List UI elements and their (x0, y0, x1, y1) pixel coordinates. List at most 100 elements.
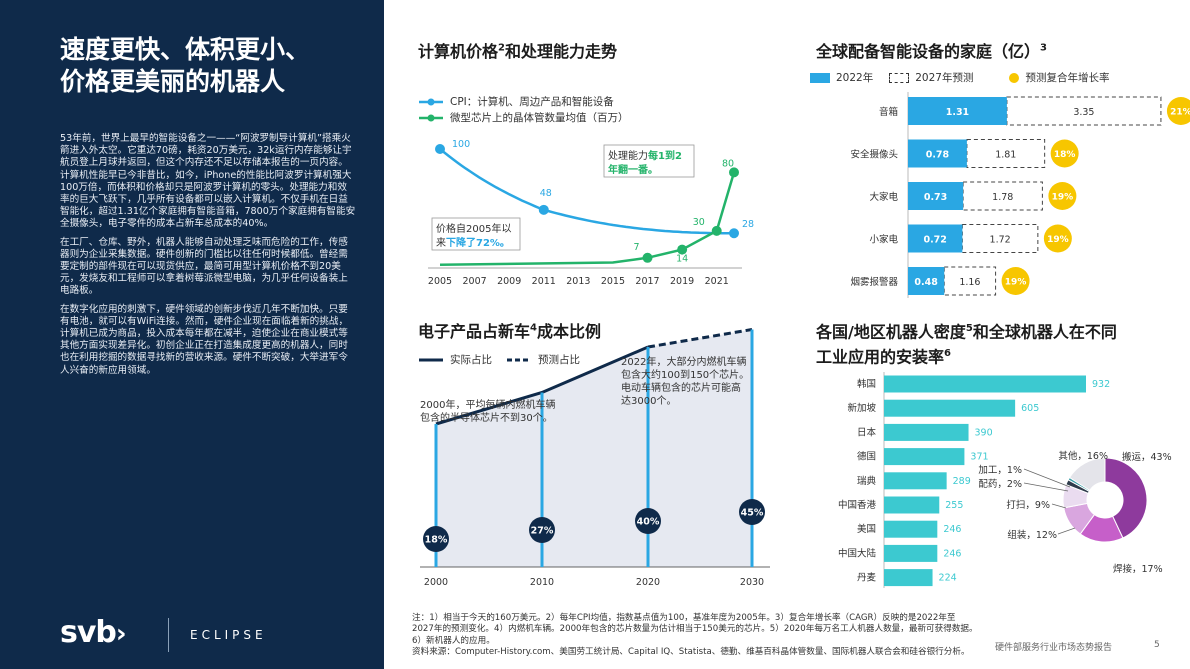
chart4-category-label: 美国 (857, 523, 876, 535)
chart1-x-tick-label: 2007 (462, 276, 486, 287)
chart2-value-2022: 1.31 (946, 107, 969, 118)
svg-text:电动车辆包含的芯片可能高: 电动车辆包含的芯片可能高 (621, 381, 741, 394)
chart4-bar (884, 569, 933, 587)
chart4-donut-slice (1062, 483, 1089, 509)
chart4-value-label: 246 (943, 548, 961, 559)
chart4-donut-slice (1067, 476, 1091, 493)
chart1-chips-point (642, 252, 653, 263)
chart3-forecast-line (647, 328, 753, 349)
chart3-x-tick-label: 2030 (740, 577, 764, 588)
chart1-cpi-label: 28 (742, 219, 754, 230)
legend-line-dashed-icon (507, 358, 531, 361)
intro-paragraph: 53年前，世界上最早的智能设备之一——“阿波罗制导计算机”搭乘火箭进入外太空。它… (60, 133, 356, 230)
chart3-x-tick-label: 2020 (636, 577, 660, 588)
chart4-category-label: 瑞典 (857, 475, 877, 487)
legend-dot-cagr-icon (1009, 72, 1020, 83)
chart2-bar-2022 (908, 182, 964, 210)
chart1-legend-chips: 微型芯片上的晶体管数量均值（百万） (418, 110, 629, 125)
chart4-donut-label: 组装，12% (1007, 529, 1057, 541)
chart3-value-bubble (739, 499, 765, 525)
chart1-x-tick-label: 2017 (635, 276, 659, 287)
intro-text: 53年前，世界上最早的智能设备之一——“阿波罗制导计算机”搭乘火箭进入外太空。它… (60, 133, 356, 383)
chart2-cagr-label: 18% (1054, 150, 1076, 160)
chart3-x-tick-label: 2000 (424, 577, 448, 588)
chart3-title: 电子产品占新车4成本比例 (418, 322, 601, 341)
chart1-cpi-point (435, 144, 445, 154)
chart4-donut-label: 打扫，9% (1006, 499, 1050, 511)
chart4-donut-leader (1051, 503, 1067, 509)
chart1-chips-line (439, 172, 736, 267)
chart1-annotation-price: 价格自2005年以 来下降了72%。 (431, 217, 521, 251)
chart2-cagr-bubble (1043, 224, 1072, 253)
chart3-value-label: 45% (741, 508, 764, 519)
chart2-bar-2022 (908, 267, 945, 295)
chart2-value-2027: 1.78 (992, 192, 1013, 203)
chart2-bar-2022 (908, 97, 1007, 125)
chart1-title: 计算机价格2和处理能力走势 (418, 42, 617, 61)
legend-swatch-2027-icon (889, 72, 910, 83)
chart2-bar-2022 (908, 139, 967, 168)
chart3-value-bubble (529, 517, 555, 543)
chart1-x-tick-label: 2013 (566, 276, 590, 287)
chart2-bar-2022 (908, 224, 963, 253)
chart2-value-2022: 0.72 (923, 235, 946, 246)
chart2-cagr-bubble (1001, 267, 1030, 295)
chart4-donut-leader (1023, 482, 1069, 492)
chart1-chips-label: 14 (676, 254, 688, 265)
svg-text:2022年，大部分内燃机车辆: 2022年，大部分内燃机车辆 (621, 355, 746, 368)
chart1-annotation-power: 处理能力每1到2 年翻一番。 (603, 144, 695, 178)
chart4-value-label: 390 (975, 427, 993, 438)
chart3-legend: 实际占比 预测占比 (418, 352, 580, 367)
chart4-donut-slice (1063, 502, 1096, 535)
chart4-donut-label: 其他，16% (1058, 450, 1108, 462)
chart4-category-label: 丹麦 (857, 572, 877, 584)
chart4-bar (884, 496, 940, 514)
chart3-value-label: 18% (425, 535, 448, 546)
chart1-x-tick-label: 2019 (670, 276, 694, 287)
svg-text:价格自2005年以: 价格自2005年以 (436, 222, 511, 235)
chart2-category-label: 烟雾报警器 (850, 276, 898, 288)
footer-text: 硬件部服务行业市场态势报告 (995, 643, 1113, 653)
logo-divider (168, 618, 169, 652)
legend-line-green-icon (419, 114, 443, 121)
left-panel: 速度更快、体积更小、 价格更美丽的机器人 53年前，世界上最早的智能设备之一——… (0, 0, 384, 669)
chart4-value-label: 605 (1021, 403, 1039, 414)
chart3-value-bubble (635, 508, 661, 534)
legend-swatch-2022-icon (810, 72, 830, 83)
chart1-chips-label: 7 (634, 242, 640, 253)
chart1-cpi-point (729, 228, 739, 239)
chart2-cagr-label: 21% (1170, 108, 1190, 118)
chart4-donut-label: 搬运，43% (1122, 451, 1172, 463)
chart1-chips-point (729, 167, 739, 178)
chart1-chips-point (711, 225, 722, 236)
svg-text:年翻一番。: 年翻一番。 (608, 163, 658, 176)
chart4-category-label: 新加坡 (847, 402, 876, 414)
chart2-legend: 2022年 2027年预测 预测复合年增长率 (810, 70, 1109, 85)
chart4-title: 各国/地区机器人密度5和全球机器人在不同 工业应用的安装率6 (816, 322, 1117, 367)
chart4-donut-slice (1104, 457, 1148, 539)
chart1-x-tick-label: 2021 (705, 276, 729, 287)
chart4-bar (884, 399, 1016, 417)
chart4-bar (884, 520, 938, 538)
chart2-value-2022: 0.73 (924, 192, 947, 203)
chart2-cagr-bubble (1048, 182, 1077, 210)
chart1-chips-label: 80 (722, 158, 734, 169)
chart2-title: 全球配备智能设备的家庭（亿）3 (816, 42, 1047, 61)
chart4-value-label: 289 (953, 476, 971, 487)
chart1-x-tick-label: 2005 (428, 276, 452, 287)
chart1-chips-point (677, 244, 688, 255)
chart2-value-2022: 0.48 (914, 277, 938, 288)
svg-text:包含大约100到150个芯片。: 包含大约100到150个芯片。 (621, 368, 749, 381)
chart3-annotation-2000: 2000年，平均每辆内燃机车辆 包含的半导体芯片不到30个。 (420, 398, 555, 424)
chart1-x-tick-label: 2011 (532, 276, 556, 287)
chart3-annotation-2022: 2022年，大部分内燃机车辆 包含大约100到150个芯片。 电动车辆包含的芯片… (621, 355, 749, 407)
chart1-chips-label: 30 (693, 217, 705, 228)
chart2-value-2027: 3.35 (1073, 107, 1094, 118)
chart4-bar (884, 375, 1086, 393)
chart4-value-label: 255 (945, 500, 963, 511)
chart3-value-label: 40% (637, 517, 660, 528)
chart4-donut-slice (1068, 457, 1106, 492)
chart4-bar (884, 448, 965, 466)
svg-text:达3000个。: 达3000个。 (621, 395, 676, 407)
chart2-value-2027: 1.72 (990, 235, 1011, 246)
